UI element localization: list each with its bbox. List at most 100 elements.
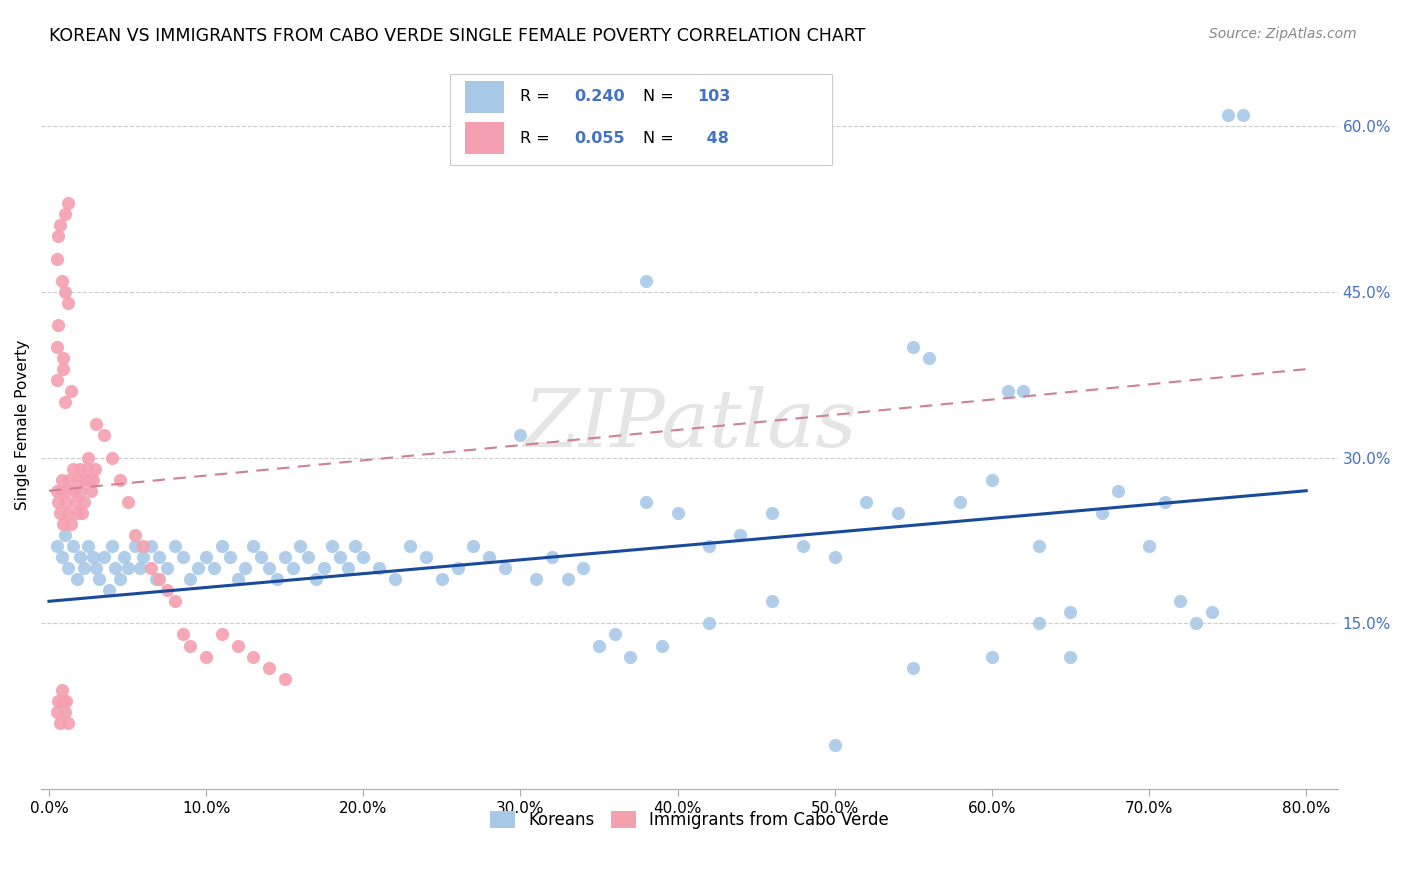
- Point: [949, 495, 972, 509]
- Point: [619, 649, 641, 664]
- Point: [56, 506, 79, 520]
- Point: [51, 473, 73, 487]
- Point: [82, 550, 104, 565]
- Point: [49, 219, 72, 233]
- Point: [156, 583, 179, 598]
- Text: 48: 48: [702, 130, 728, 145]
- Bar: [465, 121, 503, 154]
- Point: [48, 318, 70, 332]
- Point: [329, 550, 352, 565]
- Point: [494, 561, 516, 575]
- Point: [117, 561, 139, 575]
- Point: [72, 561, 94, 575]
- Point: [129, 561, 152, 575]
- Point: [273, 672, 295, 686]
- Point: [415, 550, 437, 565]
- Point: [250, 550, 273, 565]
- Point: [903, 660, 925, 674]
- Point: [1012, 384, 1035, 399]
- Y-axis label: Single Female Poverty: Single Female Poverty: [15, 339, 30, 509]
- Point: [886, 506, 908, 520]
- Point: [273, 550, 295, 565]
- Point: [697, 539, 720, 553]
- Point: [83, 461, 105, 475]
- Point: [139, 561, 162, 575]
- Point: [980, 473, 1002, 487]
- Point: [1059, 605, 1081, 619]
- Point: [172, 627, 194, 641]
- Point: [541, 550, 564, 565]
- Point: [63, 483, 86, 498]
- Point: [257, 561, 280, 575]
- Point: [112, 550, 135, 565]
- Text: N =: N =: [643, 89, 679, 104]
- Point: [80, 483, 103, 498]
- Point: [344, 539, 367, 553]
- Point: [430, 572, 453, 586]
- Point: [1185, 616, 1208, 631]
- Point: [636, 495, 658, 509]
- Point: [1201, 605, 1223, 619]
- Point: [101, 450, 124, 465]
- Point: [56, 196, 79, 211]
- Point: [82, 473, 104, 487]
- Point: [980, 649, 1002, 664]
- Point: [51, 483, 73, 498]
- Point: [918, 351, 941, 365]
- Point: [163, 594, 186, 608]
- Point: [51, 550, 73, 565]
- Point: [730, 528, 752, 542]
- Point: [242, 649, 264, 664]
- Point: [45, 483, 67, 498]
- Point: [69, 483, 91, 498]
- Point: [93, 550, 115, 565]
- Point: [997, 384, 1019, 399]
- Point: [636, 274, 658, 288]
- Point: [45, 373, 67, 387]
- Point: [101, 539, 124, 553]
- Text: R =: R =: [520, 89, 554, 104]
- Point: [855, 495, 877, 509]
- Point: [59, 384, 82, 399]
- Point: [59, 516, 82, 531]
- Point: [52, 516, 75, 531]
- Point: [1170, 594, 1192, 608]
- Point: [235, 561, 257, 575]
- Point: [156, 561, 179, 575]
- Text: R =: R =: [520, 130, 554, 145]
- Point: [179, 572, 201, 586]
- Point: [651, 639, 673, 653]
- Point: [1059, 649, 1081, 664]
- Point: [51, 274, 73, 288]
- Point: [48, 495, 70, 509]
- Point: [56, 561, 79, 575]
- Point: [824, 550, 846, 565]
- Point: [312, 561, 335, 575]
- Point: [1153, 495, 1175, 509]
- Point: [1107, 483, 1129, 498]
- Point: [124, 528, 146, 542]
- Point: [49, 506, 72, 520]
- Point: [79, 473, 101, 487]
- Point: [1232, 108, 1254, 122]
- Point: [93, 428, 115, 442]
- Point: [384, 572, 406, 586]
- Text: N =: N =: [643, 130, 679, 145]
- Point: [69, 461, 91, 475]
- Point: [51, 682, 73, 697]
- Bar: [450, 74, 832, 165]
- Point: [211, 627, 233, 641]
- Point: [202, 561, 225, 575]
- Point: [97, 583, 120, 598]
- Point: [1091, 506, 1114, 520]
- Point: [297, 550, 319, 565]
- Point: [290, 539, 312, 553]
- Point: [211, 539, 233, 553]
- Point: [509, 428, 531, 442]
- Point: [463, 539, 485, 553]
- Point: [179, 639, 201, 653]
- Point: [148, 572, 170, 586]
- Point: [55, 694, 77, 708]
- Point: [117, 495, 139, 509]
- Point: [195, 649, 218, 664]
